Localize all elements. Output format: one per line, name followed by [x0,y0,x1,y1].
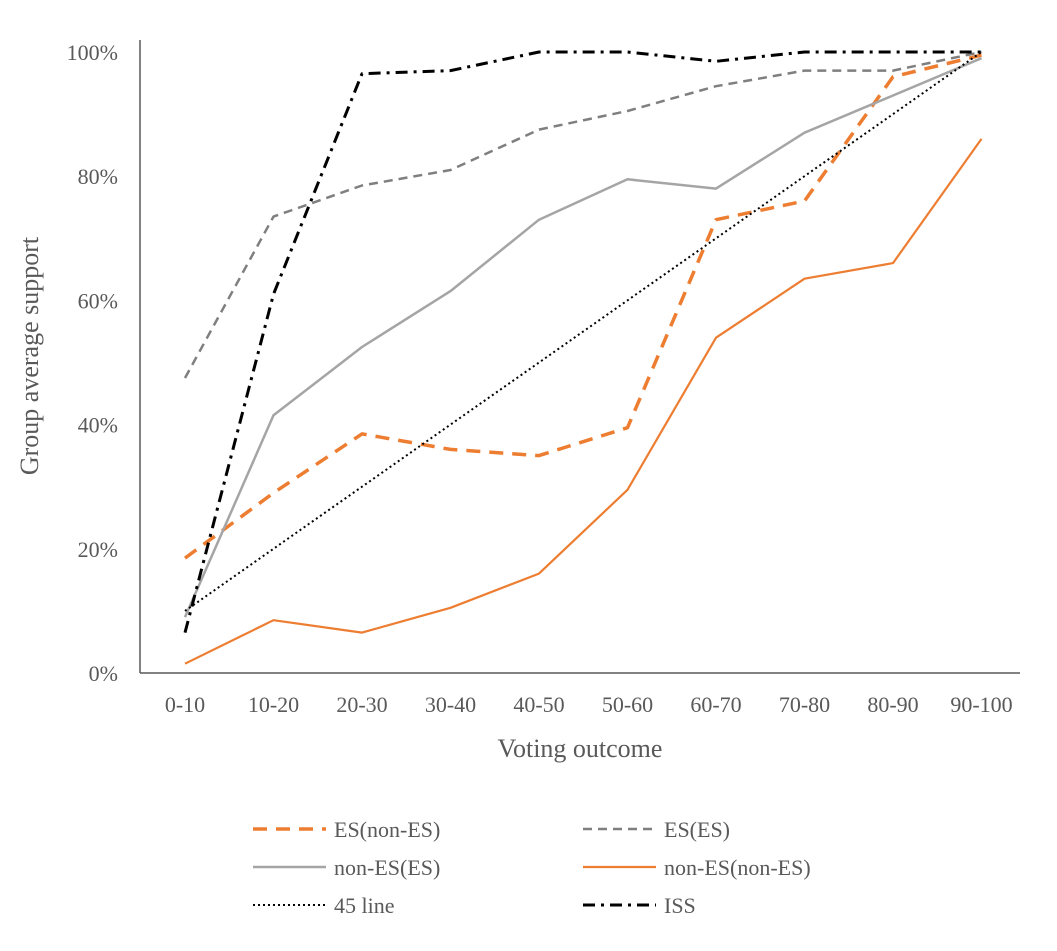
x-tick-label: 10-20 [248,692,299,717]
legend-item: 45 line [253,893,395,918]
x-tick-label: 70-80 [779,692,830,717]
x-axis-title: Voting outcome [498,734,663,763]
series-line-es-es [183,50,982,379]
axes [139,40,1020,674]
legend-label: 45 line [334,893,395,918]
legend-item: non-ES(non-ES) [583,855,811,880]
series-line-non-es-es [183,57,982,618]
legend-label: non-ES(non-ES) [664,855,811,880]
x-tick-label: 60-70 [690,692,741,717]
y-tick-labels: 0% 20% 40% 60% 80% 100% [67,40,118,686]
legend-label: non-ES(ES) [334,855,440,880]
series-line-45-line [184,51,983,612]
legend-item: ISS [583,893,696,918]
y-tick-label: 80% [78,164,118,189]
x-tick-label: 50-60 [602,692,653,717]
legend: ES(non-ES) ES(ES) non-ES(ES) non-ES(non-ES)… [253,817,811,918]
y-tick-label: 40% [78,413,118,438]
legend-label: ISS [664,893,696,918]
x-tick-label: 40-50 [513,692,564,717]
legend-label: ES(non-ES) [334,817,440,842]
series-line-non-es-non-es [184,138,983,665]
x-tick-label: 20-30 [336,692,387,717]
legend-label: ES(ES) [664,817,730,842]
y-tick-label: 100% [67,40,118,65]
x-tick-labels: 0-10 10-20 20-30 30-40 40-50 50-60 60-70 70-80 8… [165,692,1013,717]
y-axis-title: Group average support [15,236,44,475]
x-tick-label: 30-40 [425,692,476,717]
x-tick-label: 0-10 [165,692,205,717]
y-tick-label: 0% [89,661,118,686]
y-tick-label: 20% [78,537,118,562]
legend-item: ES(ES) [583,817,730,842]
y-tick-label: 60% [78,288,118,313]
legend-item: non-ES(ES) [253,855,440,880]
series-line-es-non-es [183,53,982,560]
x-tick-label: 90-100 [950,692,1012,717]
legend-item: ES(non-ES) [253,817,440,842]
x-tick-label: 80-90 [867,692,918,717]
series-lines [183,50,983,665]
series-line-iss [183,50,982,633]
